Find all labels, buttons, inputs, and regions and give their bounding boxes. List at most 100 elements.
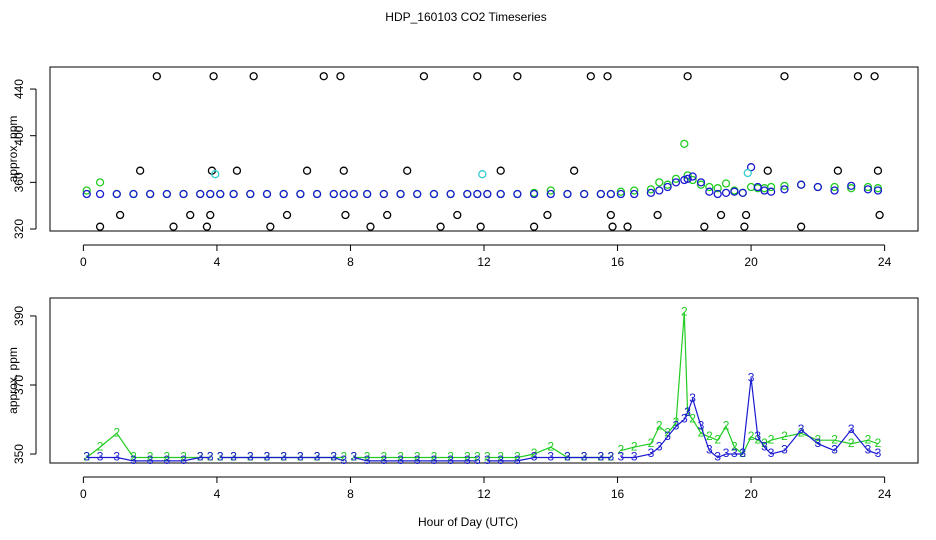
x-tick-label: 0	[80, 255, 87, 269]
x-tick-label: 12	[477, 255, 491, 269]
data-point	[713, 184, 722, 193]
data-point: 3	[598, 450, 605, 464]
data-point	[379, 189, 388, 199]
data-point	[529, 189, 539, 199]
data-point: 3	[531, 450, 538, 464]
data-point: 3	[815, 436, 822, 450]
x-tick-label: 20	[744, 487, 758, 501]
data-point	[202, 222, 212, 231]
data-point	[813, 182, 822, 192]
data-point: 2	[815, 432, 822, 446]
data-point: 2	[217, 450, 224, 464]
data-point	[705, 187, 714, 196]
data-point	[740, 222, 749, 231]
data-point: 2	[631, 439, 638, 453]
data-point: 2	[97, 439, 104, 453]
data-point	[663, 180, 672, 189]
data-point: 3	[164, 453, 171, 467]
data-point	[741, 210, 751, 220]
data-point: 3	[180, 453, 187, 467]
data-point: 2	[581, 450, 588, 464]
data-point: 3	[113, 450, 120, 464]
data-point: 2	[330, 450, 337, 464]
data-point	[646, 185, 656, 194]
data-point	[596, 189, 605, 199]
data-point: 3	[314, 450, 321, 464]
data-point: 2	[364, 450, 371, 464]
y-axis-label: approx. ppm	[6, 116, 20, 183]
data-point: 3	[689, 391, 696, 405]
data-point: 3	[484, 453, 491, 467]
data-point	[563, 189, 572, 199]
data-point: 3	[547, 450, 554, 464]
data-point	[186, 210, 195, 220]
data-point	[413, 189, 422, 199]
data-point: 3	[280, 450, 287, 464]
data-point: 2	[547, 439, 554, 453]
chart-title: HDP_160103 CO2 Timeseries	[385, 10, 546, 24]
data-point: 3	[350, 450, 357, 464]
data-point: 3	[698, 419, 705, 433]
data-point	[341, 210, 350, 220]
plot-box	[49, 66, 919, 232]
data-point	[680, 139, 689, 149]
data-point: 3	[431, 453, 438, 467]
data-point: 2	[314, 450, 321, 464]
data-point	[830, 182, 839, 192]
data-point: 2	[761, 436, 768, 450]
data-point: 2	[474, 450, 481, 464]
x-axis-label: Hour of Day (UTC)	[418, 515, 518, 529]
data-point	[688, 172, 697, 181]
data-point	[476, 222, 485, 231]
data-point	[608, 222, 617, 231]
data-point: 2	[164, 450, 171, 464]
data-point: 2	[447, 450, 454, 464]
data-point	[683, 174, 692, 184]
data-point	[663, 182, 672, 192]
data-point: 3	[264, 450, 271, 464]
data-point: 3	[581, 450, 588, 464]
data-point	[473, 72, 482, 81]
y-axis-label: approx. ppm	[6, 347, 20, 414]
data-point: 2	[656, 419, 663, 433]
data-point: 2	[397, 450, 404, 464]
data-point: 3	[330, 450, 337, 464]
data-point: 2	[648, 436, 655, 450]
data-point	[630, 186, 639, 195]
x-tick-label: 4	[214, 487, 221, 501]
data-point: 2	[497, 450, 504, 464]
data-point	[655, 186, 664, 195]
data-point	[429, 189, 439, 199]
data-point: 2	[280, 450, 287, 464]
data-point: 2	[664, 425, 671, 439]
data-point	[319, 72, 328, 81]
data-point: 2	[781, 429, 788, 443]
data-point: 2	[706, 429, 713, 443]
data-point: 3	[197, 450, 204, 464]
data-point	[543, 210, 552, 220]
data-point	[329, 189, 338, 199]
x-tick-label: 0	[80, 487, 87, 501]
y-tick-label: 390	[12, 306, 26, 326]
x-tick-label: 20	[744, 255, 758, 269]
data-point	[603, 72, 612, 81]
data-point	[209, 72, 218, 81]
data-point	[833, 166, 843, 175]
data-point: 2	[431, 450, 438, 464]
data-point	[453, 210, 462, 220]
data-point	[746, 182, 756, 192]
data-point	[478, 170, 487, 179]
data-point	[383, 210, 392, 220]
data-point	[496, 166, 505, 175]
data-point	[546, 186, 555, 195]
plot-box	[49, 297, 919, 464]
data-point: 2	[608, 450, 615, 464]
data-point	[216, 189, 225, 199]
data-point	[696, 178, 706, 187]
data-point	[146, 189, 155, 199]
data-point: 2	[414, 450, 421, 464]
data-point	[847, 184, 856, 193]
data-point	[211, 170, 220, 179]
data-point: 3	[761, 439, 768, 453]
